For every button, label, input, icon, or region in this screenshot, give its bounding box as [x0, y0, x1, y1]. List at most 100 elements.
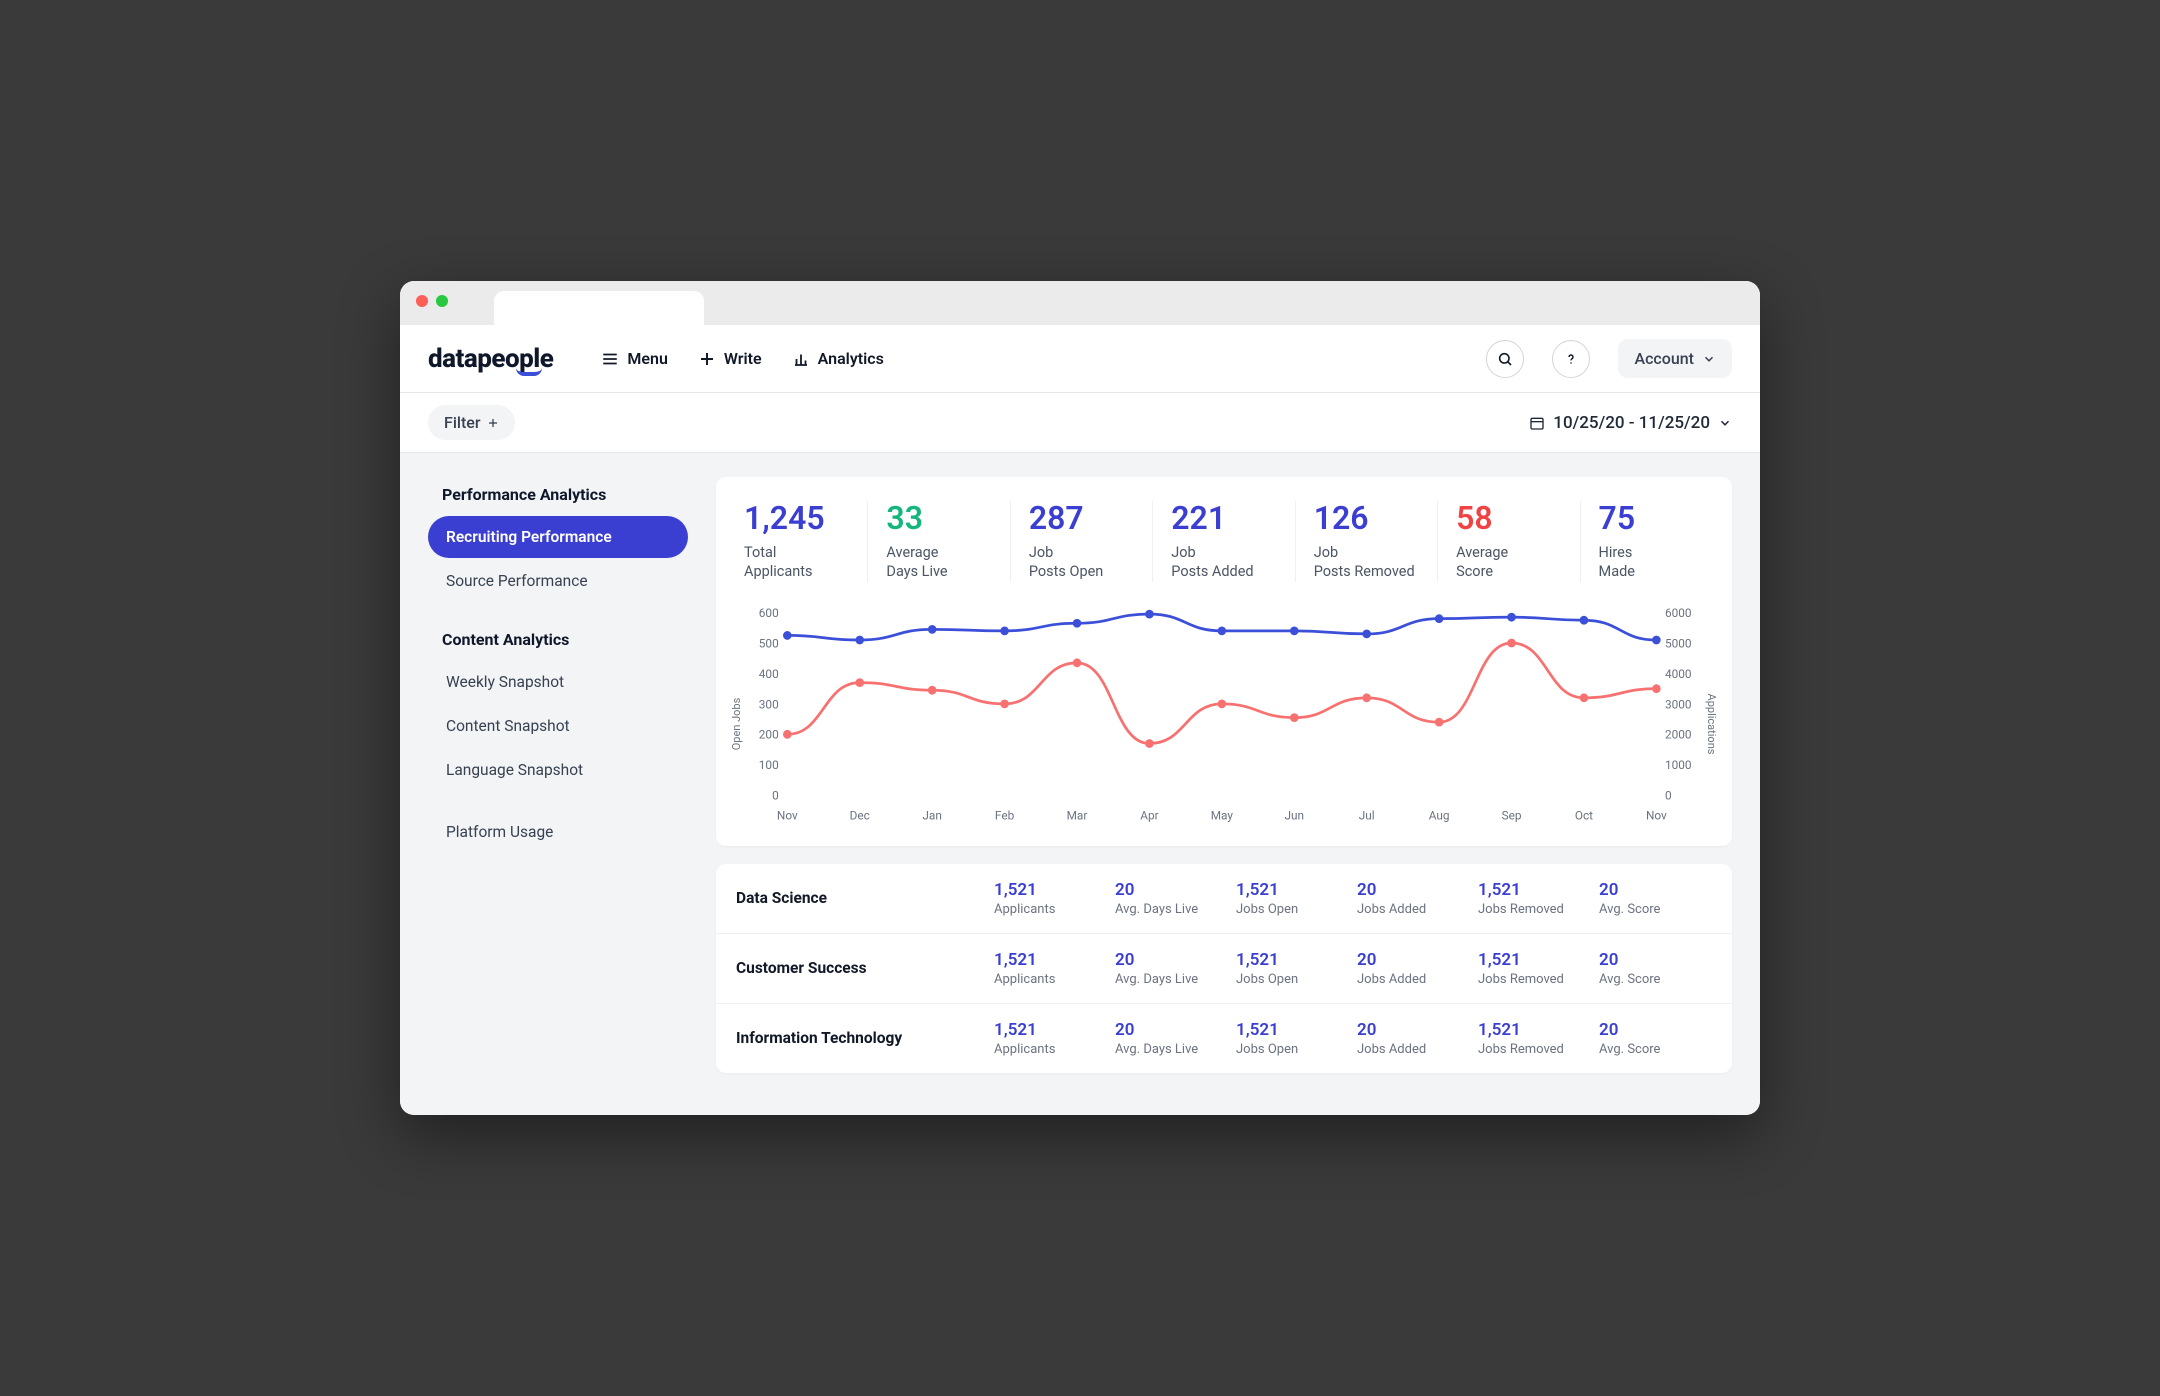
- sidebar-heading-content: Content Analytics: [428, 630, 688, 649]
- svg-text:4000: 4000: [1665, 666, 1692, 680]
- kpi-label: AverageScore: [1456, 543, 1561, 582]
- cell-value: 1,521: [1236, 880, 1341, 900]
- kpi-average-score: 58 AverageScore: [1438, 501, 1580, 581]
- kpi-hires-made: 75HiresMade: [1581, 501, 1722, 581]
- kpi-value: 221: [1171, 501, 1276, 536]
- table-cell: 20Avg. Days Live: [1107, 880, 1228, 917]
- cell-value: 1,521: [1478, 880, 1583, 900]
- svg-text:0: 0: [772, 788, 779, 802]
- kpi-label: JobPosts Open: [1029, 543, 1134, 582]
- cell-label: Jobs Added: [1357, 972, 1462, 987]
- titlebar: [400, 281, 1760, 325]
- cell-value: 1,521: [1236, 950, 1341, 970]
- minimize-window-dot[interactable]: [436, 295, 448, 307]
- help-button[interactable]: [1552, 340, 1590, 378]
- cell-label: Avg. Days Live: [1115, 1042, 1220, 1057]
- table-cell: 20 Avg. Days Live: [1107, 1020, 1228, 1057]
- close-window-dot[interactable]: [416, 295, 428, 307]
- cell-label: Jobs Added: [1357, 1042, 1462, 1057]
- sidebar-item-weekly-snapshot[interactable]: Weekly Snapshot: [428, 661, 688, 703]
- cell-label: Applicants: [994, 972, 1099, 987]
- account-label: Account: [1634, 349, 1694, 368]
- svg-text:Aug: Aug: [1429, 808, 1450, 822]
- cell-label: Applicants: [994, 1042, 1099, 1057]
- svg-text:Mar: Mar: [1067, 808, 1088, 822]
- svg-text:Jul: Jul: [1359, 808, 1375, 822]
- logo[interactable]: datapeople: [428, 344, 553, 374]
- svg-text:Feb: Feb: [995, 808, 1015, 822]
- date-range-picker[interactable]: 10/25/20 - 11/25/20: [1529, 413, 1732, 433]
- row-name: Data Science: [736, 889, 986, 907]
- kpi-total-applicants: 1,245 TotalApplicants: [726, 501, 868, 581]
- cell-label: Avg. Days Live: [1115, 972, 1220, 987]
- cell-value: 1,521: [994, 880, 1099, 900]
- table-row[interactable]: Customer Success 1,521 Applicants 20 Avg. Da…: [716, 934, 1732, 1004]
- primary-nav: Menu Write Analytics: [601, 349, 883, 368]
- cell-label: Jobs Removed: [1478, 972, 1583, 987]
- cell-value: 20: [1599, 880, 1704, 900]
- nav-menu[interactable]: Menu: [601, 349, 667, 368]
- svg-text:Jan: Jan: [922, 808, 941, 822]
- cell-label: Jobs Open: [1236, 1042, 1341, 1057]
- cell-value: 20: [1599, 1020, 1704, 1040]
- table-cell: 1,521 Jobs Removed: [1470, 950, 1591, 987]
- cell-label: Jobs Removed: [1478, 902, 1583, 917]
- table-row[interactable]: Data Science1,521Applicants20Avg. Days L…: [716, 864, 1732, 934]
- svg-text:600: 600: [759, 606, 779, 620]
- svg-text:400: 400: [759, 666, 779, 680]
- cell-value: 20: [1115, 1020, 1220, 1040]
- add-filter-button[interactable]: Filter: [428, 405, 515, 440]
- nav-write[interactable]: Write: [698, 349, 762, 368]
- sidebar: Performance Analytics Recruiting Perform…: [428, 477, 688, 1090]
- cell-value: 1,521: [994, 950, 1099, 970]
- sidebar-item-language-snapshot[interactable]: Language Snapshot: [428, 749, 688, 791]
- sidebar-item-content-snapshot[interactable]: Content Snapshot: [428, 705, 688, 747]
- kpi-value: 126: [1314, 501, 1419, 536]
- cell-value: 20: [1357, 1020, 1462, 1040]
- kpi-label: AverageDays Live: [886, 543, 991, 582]
- svg-text:May: May: [1211, 808, 1234, 822]
- table-cell: 1,521Jobs Removed: [1470, 1020, 1591, 1057]
- table-cell: 1,521Jobs Open: [1228, 1020, 1349, 1057]
- nav-menu-label: Menu: [627, 349, 667, 368]
- kpi-label: TotalApplicants: [744, 543, 849, 582]
- svg-text:Apr: Apr: [1140, 808, 1158, 822]
- cell-value: 20: [1599, 950, 1704, 970]
- nav-analytics-label: Analytics: [818, 349, 884, 368]
- svg-text:3000: 3000: [1665, 697, 1692, 711]
- account-dropdown[interactable]: Account: [1618, 339, 1732, 378]
- kpi-label: JobPosts Removed: [1314, 543, 1419, 582]
- cell-value: 20: [1115, 950, 1220, 970]
- svg-text:6000: 6000: [1665, 606, 1692, 620]
- window-controls: [416, 295, 448, 307]
- kpi-value: 287: [1029, 501, 1134, 536]
- row-name: Customer Success: [736, 959, 986, 977]
- svg-text:Sep: Sep: [1502, 808, 1522, 822]
- kpi-value: 1,245: [744, 501, 849, 536]
- table-cell: 20 Avg. Days Live: [1107, 950, 1228, 987]
- kpi-job-posts-removed: 126 JobPosts Removed: [1296, 501, 1438, 581]
- kpi-value: 58: [1456, 501, 1561, 536]
- cell-label: Jobs Open: [1236, 902, 1341, 917]
- breakdown-table: Data Science 1,521 Applicants 20 Avg. Days L…: [716, 864, 1732, 1073]
- browser-tab[interactable]: [494, 291, 704, 325]
- sidebar-item-source-performance[interactable]: Source Performance: [428, 560, 688, 602]
- kpi-value: 33: [886, 501, 991, 536]
- svg-text:2000: 2000: [1665, 727, 1692, 741]
- cell-value: 1,521: [1478, 950, 1583, 970]
- calendar-icon: [1529, 415, 1545, 431]
- cell-value: 20: [1357, 880, 1462, 900]
- date-range-text: 10/25/20 - 11/25/20: [1553, 413, 1710, 433]
- svg-text:500: 500: [759, 636, 779, 650]
- table-cell: 20Jobs Added: [1349, 880, 1470, 917]
- sidebar-item-recruiting-performance[interactable]: Recruiting Performance: [428, 516, 688, 558]
- nav-analytics[interactable]: Analytics: [792, 349, 884, 368]
- cell-label: Avg. Score: [1599, 902, 1704, 917]
- search-button[interactable]: [1486, 340, 1524, 378]
- logo-underline: [516, 368, 542, 376]
- svg-text:Nov: Nov: [1646, 808, 1667, 822]
- sidebar-item-platform-usage[interactable]: Platform Usage: [428, 811, 688, 853]
- table-cell: 20Avg. Score: [1591, 1020, 1712, 1057]
- table-row[interactable]: Information Technology1,521Applicants20A…: [716, 1004, 1732, 1073]
- analytics-icon: [792, 350, 810, 368]
